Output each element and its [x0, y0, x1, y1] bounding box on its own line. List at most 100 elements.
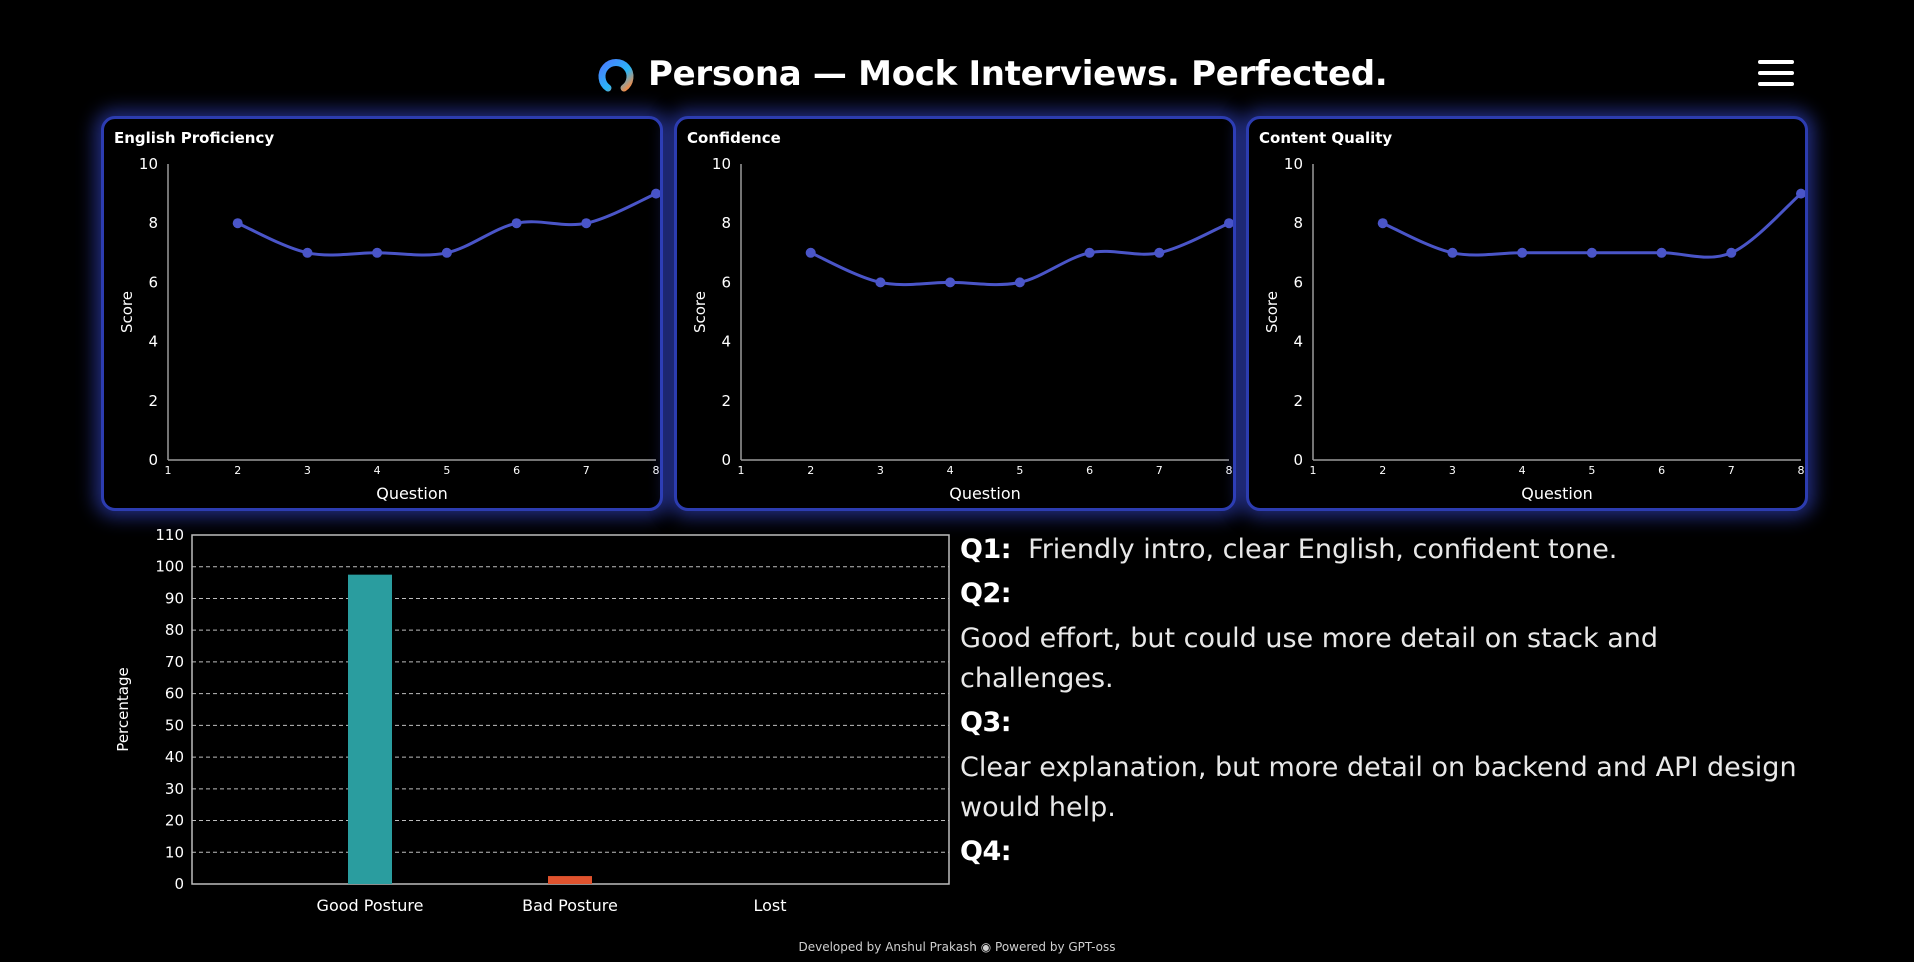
- feedback-item-q4: Q4:: [960, 836, 1810, 867]
- y-tick-label: 0: [1293, 451, 1303, 469]
- y-tick-label: 6: [721, 273, 731, 291]
- data-point: [1154, 247, 1165, 258]
- y-tick-label: 70: [165, 653, 184, 671]
- y-tick-label: 2: [1293, 392, 1303, 410]
- y-tick-label: 0: [174, 875, 184, 893]
- data-point: [1447, 247, 1458, 258]
- x-axis-title: Question: [1521, 484, 1593, 503]
- y-tick-label: 6: [148, 273, 158, 291]
- x-tick-label: 8: [653, 464, 660, 477]
- data-point: [441, 247, 452, 258]
- data-point: [1586, 247, 1597, 258]
- x-tick-label: 8: [1798, 464, 1805, 477]
- question-label: Q4:: [960, 836, 1012, 867]
- y-axis-title: Score: [1263, 291, 1281, 333]
- y-tick-label: 90: [165, 589, 184, 607]
- series-line: [1382, 192, 1802, 259]
- y-tick-label: 40: [165, 748, 184, 766]
- chart-title: Content Quality: [1259, 129, 1393, 147]
- y-tick-label: 100: [155, 558, 184, 576]
- x-tick-label: 5: [1588, 464, 1595, 477]
- question-label: Q3:: [960, 707, 1012, 738]
- confidence-card: 0 2 4 6 8 10 1 2 3 4 5 6 7 8 Question Score Confidence: [674, 116, 1236, 511]
- y-tick-label: 2: [721, 392, 731, 410]
- y-tick-label: 50: [165, 716, 184, 734]
- category-label: Lost: [753, 896, 786, 915]
- y-tick-label: 80: [165, 621, 184, 639]
- x-axis-title: Question: [949, 484, 1021, 503]
- feedback-text: Friendly intro, clear English, confident…: [1028, 534, 1618, 565]
- y-axis-title: Score: [691, 291, 709, 333]
- y-tick-label: 10: [1284, 155, 1303, 173]
- x-tick-label: 2: [807, 464, 814, 477]
- y-tick-label: 8: [1293, 214, 1303, 232]
- y-axis-title: Percentage: [114, 667, 132, 751]
- plot-frame: [191, 534, 950, 885]
- y-tick-label: 20: [165, 812, 184, 830]
- y-tick-label: 2: [148, 392, 158, 410]
- x-tick-label: 2: [234, 464, 241, 477]
- data-point: [875, 277, 886, 288]
- x-axis-title: Question: [376, 484, 448, 503]
- bar-good-posture: [348, 574, 392, 884]
- x-tick-label: 1: [738, 464, 745, 477]
- y-tick-label: 8: [721, 214, 731, 232]
- english-proficiency-card: 0 2 4 6 8 10 1 2 3 4 5 6 7 8 Question Score English Pro…: [101, 116, 663, 511]
- x-tick-label: 7: [1728, 464, 1735, 477]
- hamburger-menu-icon[interactable]: [1758, 60, 1794, 88]
- data-point: [1377, 218, 1388, 229]
- x-tick-label: 5: [1016, 464, 1023, 477]
- y-tick-label: 0: [148, 451, 158, 469]
- x-tick-label: 6: [1658, 464, 1665, 477]
- y-tick-label: 4: [1293, 333, 1303, 351]
- chart-title: Confidence: [687, 129, 781, 147]
- content-quality-card: 0 2 4 6 8 10 1 2 3 4 5 6 7 8 Question Score Content Qua…: [1246, 116, 1808, 511]
- x-tick-label: 1: [165, 464, 172, 477]
- data-point: [945, 277, 956, 288]
- data-point: [651, 188, 660, 199]
- feedback-text: Good effort, but could use more detail o…: [960, 623, 1659, 694]
- x-tick-label: 3: [877, 464, 884, 477]
- footer-credit: Developed by Anshul Prakash ◉ Powered by…: [798, 940, 1116, 954]
- feedback-text: Clear explanation, but more detail on ba…: [960, 752, 1797, 823]
- x-tick-label: 6: [513, 464, 520, 477]
- feedback-item-q2: Q2: Good effort, but could use more deta…: [960, 578, 1810, 699]
- question-label: Q2:: [960, 578, 1012, 609]
- y-tick-label: 6: [1293, 273, 1303, 291]
- x-tick-label: 5: [443, 464, 450, 477]
- y-axis-title: Score: [118, 291, 136, 333]
- y-tick-label: 110: [155, 528, 184, 544]
- data-point: [1014, 277, 1025, 288]
- category-label: Bad Posture: [522, 896, 618, 915]
- data-point: [232, 218, 243, 229]
- y-tick-label: 0: [721, 451, 731, 469]
- data-point: [1517, 247, 1528, 258]
- data-point: [372, 247, 383, 258]
- brand[interactable]: Persona — Mock Interviews. Perfected.: [596, 50, 1388, 98]
- x-tick-label: 4: [374, 464, 381, 477]
- question-label: Q1:: [960, 534, 1012, 565]
- x-tick-label: 4: [947, 464, 954, 477]
- header: Persona — Mock Interviews. Perfected.: [0, 0, 1914, 120]
- data-point: [511, 218, 522, 229]
- data-point: [302, 247, 313, 258]
- series-line: [237, 192, 657, 257]
- data-point: [1726, 247, 1737, 258]
- feedback-item-q3: Q3: Clear explanation, but more detail o…: [960, 707, 1810, 828]
- feedback-panel: Q1: Friendly intro, clear English, confi…: [960, 530, 1810, 927]
- y-tick-label: 60: [165, 685, 184, 703]
- x-tick-label: 7: [1156, 464, 1163, 477]
- x-tick-label: 4: [1519, 464, 1526, 477]
- y-tick-label: 4: [721, 333, 731, 351]
- y-tick-label: 10: [139, 155, 158, 173]
- data-point: [1656, 247, 1667, 258]
- category-label: Good Posture: [317, 896, 424, 915]
- feedback-item-q1: Q1: Friendly intro, clear English, confi…: [960, 530, 1810, 570]
- y-tick-label: 10: [712, 155, 731, 173]
- x-tick-label: 7: [583, 464, 590, 477]
- x-tick-label: 8: [1226, 464, 1233, 477]
- y-tick-label: 8: [148, 214, 158, 232]
